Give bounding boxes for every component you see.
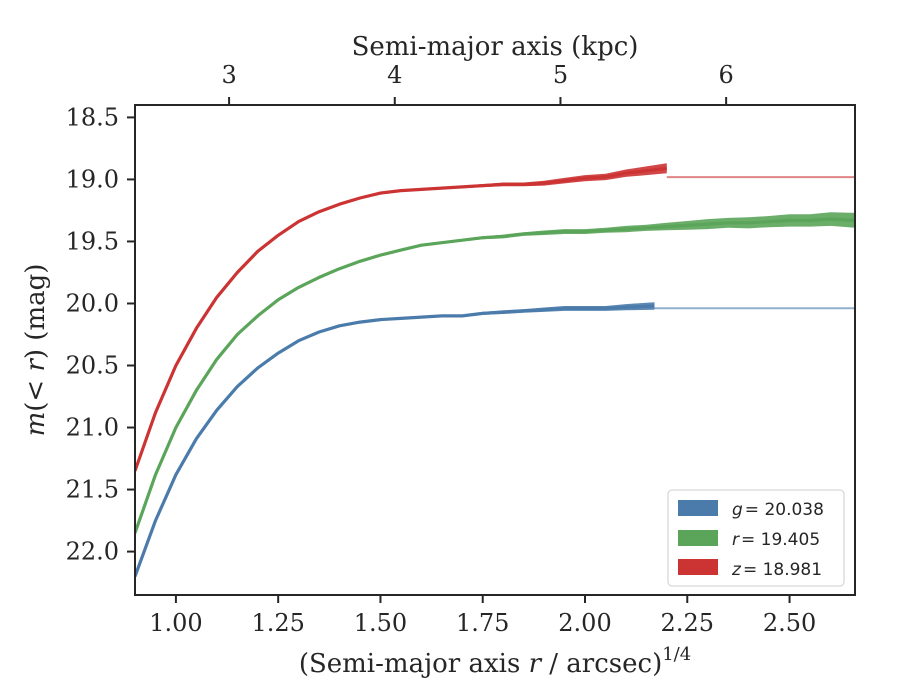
y-tick-label: 20.5 [66, 352, 119, 380]
legend-label-z: z = 18.981 [731, 560, 822, 580]
x-tick-label: 1.25 [251, 609, 304, 637]
legend-var-g: g [732, 500, 743, 520]
y-tick-label: 21.0 [66, 414, 119, 442]
series-line-z [135, 166, 667, 472]
legend-value-g: = 20.038 [745, 500, 824, 520]
series-line-r [135, 217, 855, 534]
y-axis-title-lt: < [21, 372, 51, 402]
x-axis-title-text: (Semi-major axis [299, 649, 529, 679]
plot-frame [134, 104, 856, 596]
top-x-tick-label: 5 [553, 61, 568, 89]
y-tick-label: 19.5 [66, 227, 119, 255]
legend-value-z: = 18.981 [743, 560, 822, 580]
x-tick-label: 2.25 [661, 609, 714, 637]
x-axis-title-var: r [529, 649, 543, 679]
legend-swatch-r [678, 530, 718, 546]
y-tick-label: 18.5 [66, 103, 119, 131]
y-axis-title-close: ) [21, 349, 51, 359]
x-tick-label: 2.50 [763, 609, 816, 637]
series-line-g [135, 304, 655, 577]
legend-var-z: z [731, 560, 742, 580]
y-tick-label: 21.5 [66, 476, 119, 504]
x-tick-label: 1.75 [456, 609, 509, 637]
y-tick-label: 19.0 [66, 165, 119, 193]
x-axis-title-unit: / arcsec) [541, 649, 662, 679]
top-x-tick-label: 6 [718, 61, 733, 89]
legend-value-r: = 19.405 [741, 530, 820, 550]
y-axis-title-m: m [21, 412, 51, 437]
legend-swatch-z [678, 559, 718, 575]
legend-label-r: r = 19.405 [732, 530, 820, 550]
x-axis-title-exponent: 1/4 [662, 644, 691, 665]
legend-swatch-g [678, 500, 718, 516]
legend-label-g: g = 20.038 [732, 500, 824, 520]
axis-ticks: 1.00 1.25 1.50 1.75 2.00 2.25 2.50 18.5 19.0 19.5… [66, 61, 817, 637]
y-axis-title-unit: (mag) [21, 264, 51, 349]
x-tick-label: 1.00 [149, 609, 202, 637]
x-axis-title: (Semi-major axis r / arcsec)1/4 [299, 644, 691, 679]
plot-area [135, 163, 855, 578]
y-axis-title-r: r [21, 358, 51, 372]
top-x-tick-label: 3 [221, 61, 236, 89]
x-tick-label: 2.00 [558, 609, 611, 637]
top-x-tick-label: 4 [387, 61, 402, 89]
y-tick-label: 20.0 [66, 289, 119, 317]
legend: g = 20.038 r = 19.405 z = 18.981 [667, 489, 845, 587]
y-axis-title: m(< r) (mag) [21, 264, 51, 437]
y-tick-label: 22.0 [66, 538, 119, 566]
legend-var-r: r [732, 530, 740, 550]
y-axis-title-open: ( [21, 402, 51, 412]
top-x-axis-title: Semi-major axis (kpc) [352, 32, 639, 62]
x-tick-label: 1.50 [354, 609, 407, 637]
